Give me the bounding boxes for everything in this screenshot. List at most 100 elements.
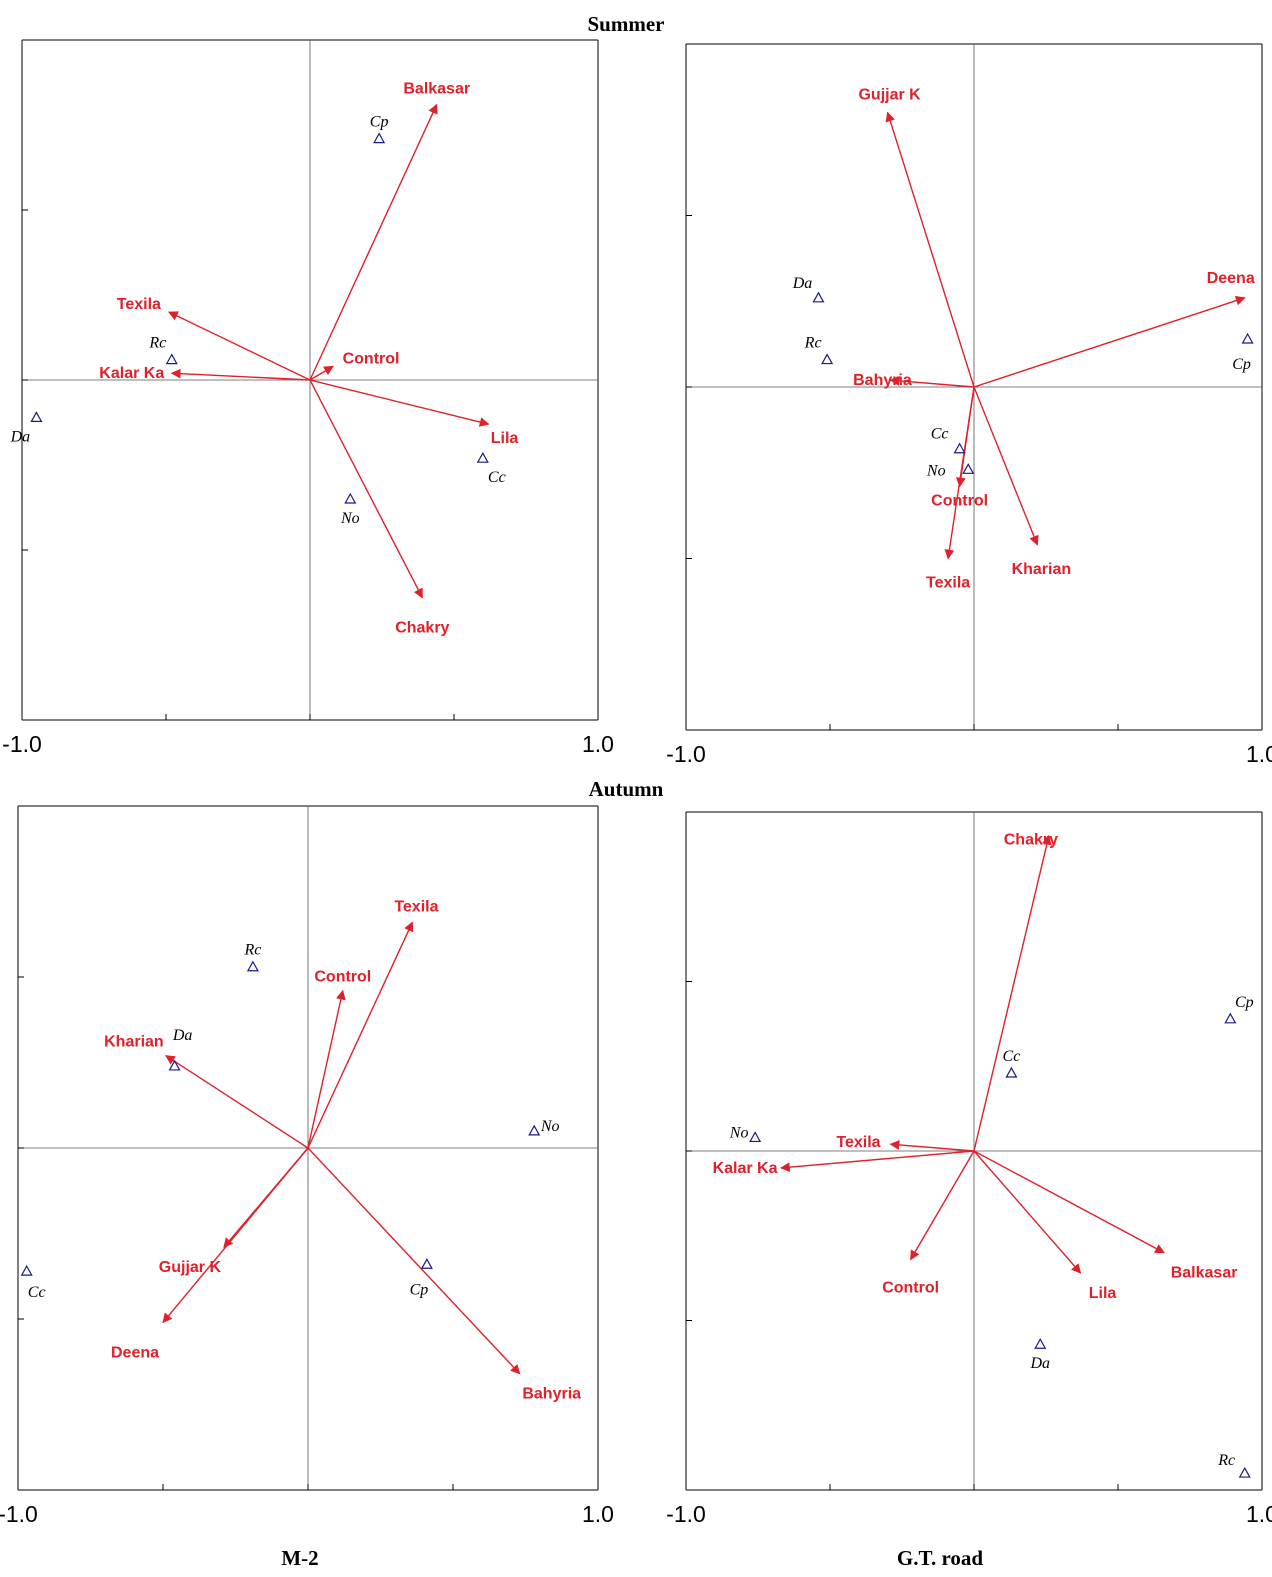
arrow-label-kalar-ka: Kalar Ka xyxy=(99,365,164,382)
species-label-rc: Rc xyxy=(1217,1452,1235,1469)
panel-summer-gt-road: -1.0 1.0 Gujjar K Deena Bahyria Control Texila… xyxy=(666,43,1272,767)
arrow-label-lila: Lila xyxy=(1089,1285,1117,1302)
arrow-control xyxy=(910,1150,975,1261)
species-label-rc: Rc xyxy=(243,942,261,959)
arrow-control xyxy=(309,365,334,381)
species-label-cp: Cp xyxy=(410,1281,429,1298)
species-point-rc xyxy=(165,353,178,365)
x-tick-label: -1.0 xyxy=(2,731,42,757)
arrow-label-control: Control xyxy=(343,350,400,367)
arrow-label-gujjar-k: Gujjar K xyxy=(159,1259,222,1276)
panel-autumn-m2: -1.0 1.0 Texila Control Kharian Gujjar K Deena… xyxy=(0,805,614,1527)
arrow-lila xyxy=(973,1150,1082,1274)
column-title-m2: M-2 xyxy=(281,1546,318,1570)
arrow-balkasar xyxy=(973,1150,1165,1254)
arrow-deena xyxy=(162,1147,309,1324)
species-label-cc: Cc xyxy=(28,1284,46,1301)
arrow-kalar-ka xyxy=(170,368,311,381)
arrow-control xyxy=(307,989,346,1149)
arrow-label-control: Control xyxy=(882,1279,939,1296)
species-point-cp xyxy=(373,132,386,144)
arrow-kharian xyxy=(165,1055,309,1149)
species-point-da xyxy=(168,1059,181,1071)
x-tick-label: 1.0 xyxy=(1246,741,1272,767)
arrow-label-control: Control xyxy=(314,969,371,986)
species-point-da xyxy=(30,411,43,422)
arrow-label-balkasar: Balkasar xyxy=(403,81,470,98)
arrow-chakry xyxy=(973,834,1052,1152)
species-label-da: Da xyxy=(792,275,813,292)
species-point-da xyxy=(812,291,825,303)
x-tick-label: -1.0 xyxy=(0,1501,38,1527)
arrow-label-gujjar-k: Gujjar K xyxy=(858,87,921,104)
species-point-cp xyxy=(1224,1012,1237,1024)
arrow-bahyria xyxy=(307,1147,521,1375)
species-label-cp: Cp xyxy=(1232,356,1251,373)
species-point-rc xyxy=(246,960,259,972)
column-title-gt-road: G.T. road xyxy=(897,1546,983,1570)
species-point-cc xyxy=(476,451,489,463)
species-label-da: Da xyxy=(172,1027,193,1044)
species-label-rc: Rc xyxy=(148,335,166,352)
x-tick-label: 1.0 xyxy=(582,1501,614,1527)
x-tick-label: -1.0 xyxy=(666,741,706,767)
x-tick-label: 1.0 xyxy=(1246,1501,1272,1527)
species-point-cc xyxy=(20,1264,33,1276)
panel-autumn-gt-road: -1.0 1.0 Chakry Texila Kalar Ka Control Lila Ba… xyxy=(666,811,1272,1527)
arrow-gujjar-k xyxy=(885,111,975,388)
arrow-label-texila: Texila xyxy=(117,296,161,313)
species-point-no xyxy=(962,463,975,474)
arrow-label-deena: Deena xyxy=(111,1344,159,1361)
arrow-kharian xyxy=(973,386,1039,546)
arrow-texila xyxy=(307,921,414,1149)
species-point-cc xyxy=(1005,1066,1018,1078)
species-label-cc: Cc xyxy=(931,426,949,443)
species-point-da xyxy=(1034,1337,1047,1349)
arrow-label-bahyria: Bahyria xyxy=(522,1386,581,1403)
species-label-rc: Rc xyxy=(804,335,822,352)
section-title-autumn: Autumn xyxy=(589,777,664,801)
species-label-cp: Cp xyxy=(1235,994,1254,1011)
species-label-no: No xyxy=(540,1118,560,1135)
arrow-label-chakry: Chakry xyxy=(1004,832,1058,849)
arrow-texila xyxy=(889,1140,975,1152)
arrow-label-texila: Texila xyxy=(926,575,970,592)
arrow-label-kharian: Kharian xyxy=(104,1034,164,1051)
arrow-kalar-ka xyxy=(780,1150,975,1173)
arrow-label-lila: Lila xyxy=(491,430,519,447)
arrow-label-bahyria: Bahyria xyxy=(853,372,912,389)
arrow-label-texila: Texila xyxy=(394,898,438,915)
species-label-da: Da xyxy=(10,428,31,445)
arrow-chakry xyxy=(309,379,423,599)
arrow-label-control: Control xyxy=(931,492,988,509)
species-point-cp xyxy=(420,1258,433,1269)
arrow-texila xyxy=(167,311,311,381)
section-title-summer: Summer xyxy=(588,12,665,36)
species-label-no: No xyxy=(340,510,360,527)
arrow-lila xyxy=(309,379,490,427)
arrow-label-deena: Deena xyxy=(1207,270,1255,287)
species-point-no xyxy=(344,492,357,504)
x-tick-label: -1.0 xyxy=(666,1501,706,1527)
arrow-label-kalar-ka: Kalar Ka xyxy=(713,1160,778,1177)
arrow-deena xyxy=(973,295,1246,388)
arrow-label-kharian: Kharian xyxy=(1012,561,1072,578)
arrow-bahyria xyxy=(889,375,975,388)
species-label-cp: Cp xyxy=(370,114,389,131)
arrow-texila xyxy=(944,386,975,560)
arrow-label-balkasar: Balkasar xyxy=(1171,1265,1238,1282)
arrow-balkasar xyxy=(309,103,438,381)
species-point-no xyxy=(749,1131,762,1143)
species-point-no xyxy=(528,1124,541,1136)
species-point-rc xyxy=(821,353,834,365)
species-label-cc: Cc xyxy=(1003,1048,1021,1065)
arrow-label-texila: Texila xyxy=(836,1134,880,1151)
panel-summer-m2: -1.0 1.0 Balkasar Texila Kalar Ka Control Lila… xyxy=(2,39,614,757)
species-label-cc: Cc xyxy=(488,469,506,486)
species-label-no: No xyxy=(729,1124,749,1141)
arrow-label-chakry: Chakry xyxy=(395,620,449,637)
species-label-no: No xyxy=(926,462,946,479)
species-point-cp xyxy=(1241,332,1254,344)
species-label-da: Da xyxy=(1029,1355,1050,1372)
